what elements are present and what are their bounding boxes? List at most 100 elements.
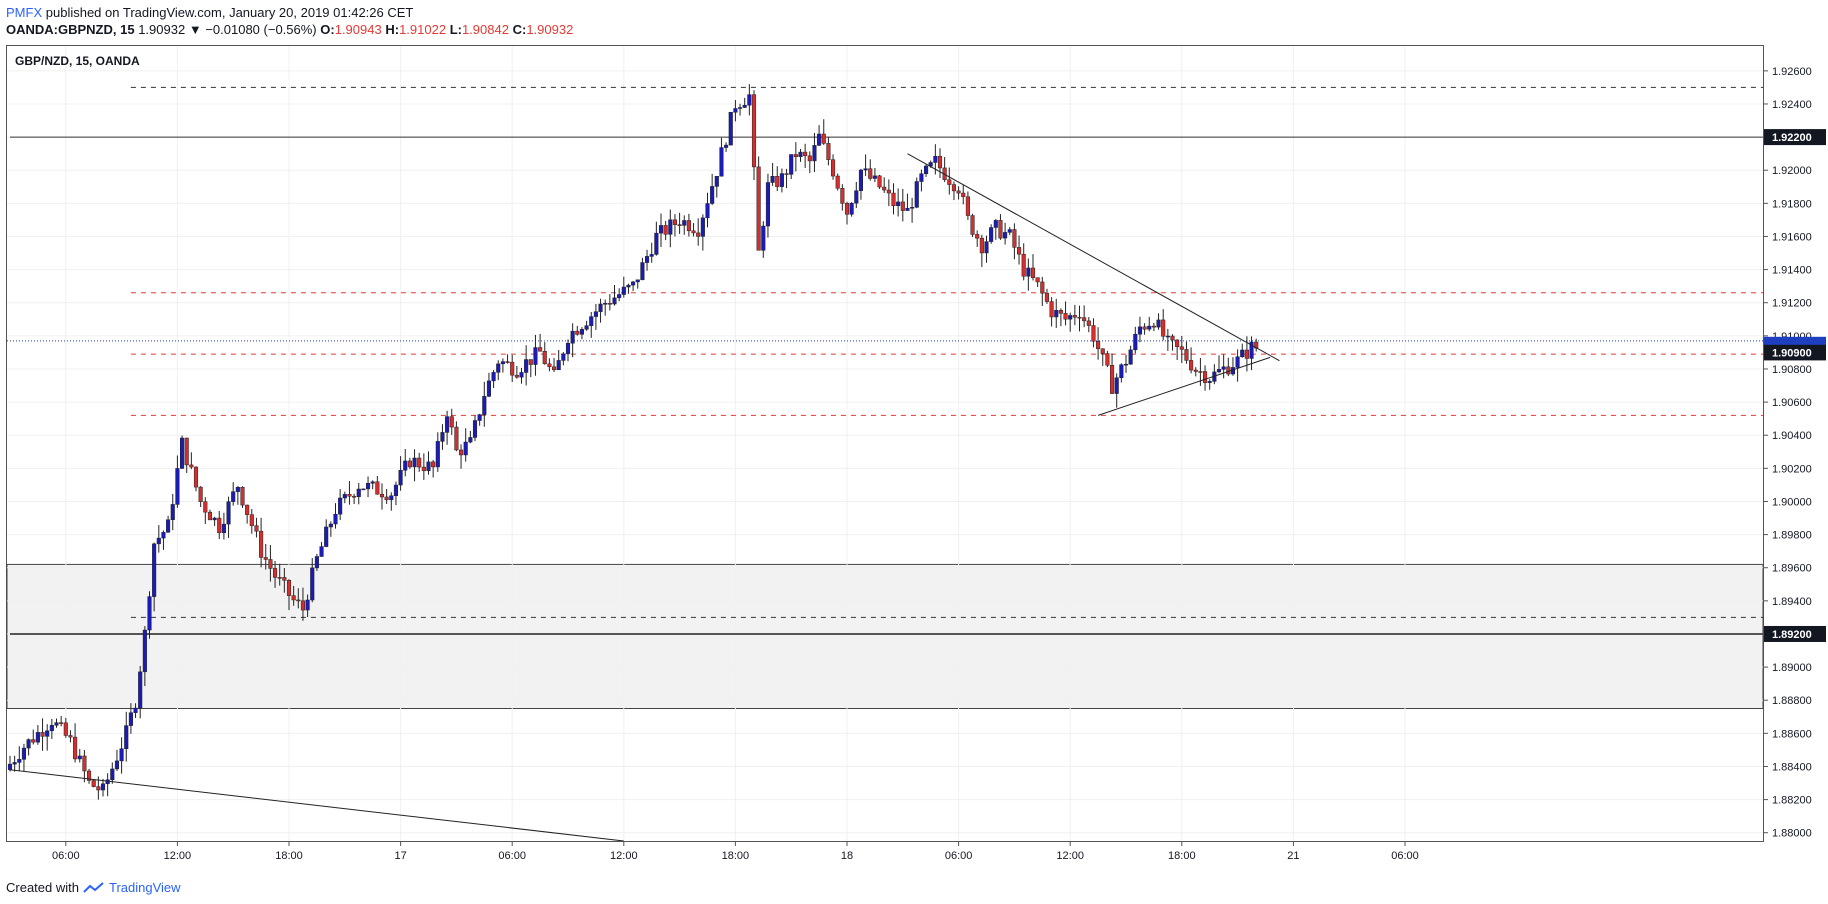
candle-body bbox=[398, 469, 403, 486]
candle-body bbox=[663, 225, 668, 235]
candle-body bbox=[770, 176, 775, 183]
candle-body bbox=[891, 192, 896, 206]
candle-body bbox=[1119, 364, 1124, 378]
y-tick-label: 1.92600 bbox=[1772, 66, 1812, 78]
x-tick-label: 06:00 bbox=[52, 850, 80, 862]
candle-body bbox=[1044, 292, 1050, 302]
candle-body bbox=[1072, 315, 1077, 318]
candle-body bbox=[775, 176, 780, 187]
candle-body bbox=[184, 437, 189, 466]
candle-body bbox=[951, 184, 957, 192]
candle-body bbox=[584, 325, 589, 330]
candle-body bbox=[784, 173, 789, 175]
candle-body bbox=[114, 760, 120, 770]
candle-body bbox=[1133, 333, 1138, 351]
candle-body bbox=[54, 722, 59, 726]
candle-body bbox=[421, 466, 426, 471]
candle-body bbox=[826, 143, 831, 160]
candle-body bbox=[831, 159, 836, 177]
candle-body bbox=[700, 217, 705, 237]
candle-body bbox=[519, 372, 524, 378]
candle-body bbox=[31, 739, 36, 743]
candle-body bbox=[696, 232, 701, 237]
close-label: C: bbox=[512, 22, 527, 37]
candle-body bbox=[528, 359, 533, 365]
candle-body bbox=[970, 215, 975, 235]
x-tick-label: 21 bbox=[1287, 850, 1299, 862]
candle-body bbox=[1082, 317, 1087, 322]
price-label-box bbox=[1764, 625, 1826, 642]
candle-body bbox=[254, 525, 259, 532]
zone-layer bbox=[6, 563, 1764, 709]
trendline[interactable] bbox=[907, 153, 1280, 362]
candle-body bbox=[440, 432, 445, 442]
last-price: 1.90932 bbox=[138, 22, 186, 37]
candle-body bbox=[110, 768, 115, 781]
candle-body bbox=[459, 449, 464, 456]
candle-body bbox=[170, 504, 175, 520]
candle-body bbox=[561, 353, 566, 361]
chart-title: GBP/NZD, 15, OANDA bbox=[15, 54, 140, 68]
candle-body bbox=[812, 145, 817, 162]
candle-body bbox=[63, 722, 68, 736]
open-label: O: bbox=[320, 22, 335, 37]
candle-body bbox=[905, 207, 910, 211]
tradingview-link[interactable]: TradingView bbox=[108, 880, 181, 895]
candle-body bbox=[366, 483, 371, 490]
candle-body bbox=[472, 420, 478, 438]
candle-body bbox=[710, 186, 715, 204]
candle-body bbox=[1128, 349, 1133, 365]
candle-body bbox=[152, 543, 157, 597]
candle-body bbox=[589, 316, 594, 326]
candle-body bbox=[35, 732, 40, 743]
candle-body bbox=[1175, 339, 1180, 348]
price-label-text: 1.90900 bbox=[1772, 347, 1812, 359]
candle-body bbox=[900, 201, 905, 211]
candle-body bbox=[277, 577, 282, 579]
candle-body bbox=[886, 189, 891, 194]
price-label-text: 1.92200 bbox=[1772, 132, 1812, 144]
candle-body bbox=[1054, 310, 1059, 318]
candle-body bbox=[235, 486, 240, 492]
candle-body bbox=[417, 457, 422, 468]
candle-body bbox=[565, 342, 571, 355]
candle-body bbox=[635, 279, 640, 283]
x-tick-label: 06:00 bbox=[945, 850, 973, 862]
quote-line: OANDA:GBPNZD, 15 1.90932 ▼ −0.01080 (−0.… bbox=[6, 21, 573, 38]
candle-body bbox=[1137, 326, 1143, 335]
candle-body bbox=[347, 494, 352, 497]
candle-body bbox=[217, 517, 222, 534]
y-tick-label: 1.90600 bbox=[1772, 397, 1812, 409]
candle-body bbox=[858, 169, 864, 191]
candle-body bbox=[575, 330, 580, 335]
candle-body bbox=[263, 557, 268, 560]
candle-body bbox=[273, 568, 278, 578]
x-tick-label: 12:00 bbox=[610, 850, 638, 862]
candle-body bbox=[579, 329, 585, 335]
trendline[interactable] bbox=[1097, 356, 1271, 416]
candle-body bbox=[1049, 301, 1054, 318]
candle-body bbox=[631, 281, 636, 286]
publisher-link[interactable]: PMFX bbox=[6, 5, 43, 20]
open-value: 1.90943 bbox=[334, 22, 382, 37]
candle-body bbox=[1096, 341, 1101, 350]
x-tick-label: 18 bbox=[841, 850, 853, 862]
candle-body bbox=[598, 303, 603, 312]
candle-body bbox=[840, 188, 845, 204]
candles-layer bbox=[7, 84, 1259, 800]
candle-body bbox=[1012, 229, 1017, 248]
symbol-label: OANDA:GBPNZD, 15 bbox=[6, 22, 135, 37]
candle-body bbox=[975, 234, 980, 239]
trendline[interactable] bbox=[9, 769, 624, 842]
candle-body bbox=[119, 748, 124, 762]
candle-body bbox=[375, 481, 380, 495]
candle-body bbox=[570, 330, 575, 344]
candle-body bbox=[468, 437, 473, 443]
candle-body bbox=[724, 144, 729, 148]
candle-body bbox=[445, 416, 450, 433]
candle-body bbox=[733, 108, 738, 113]
candle-body bbox=[300, 600, 305, 611]
candle-body bbox=[328, 523, 333, 528]
y-tick-label: 1.88000 bbox=[1772, 828, 1812, 840]
